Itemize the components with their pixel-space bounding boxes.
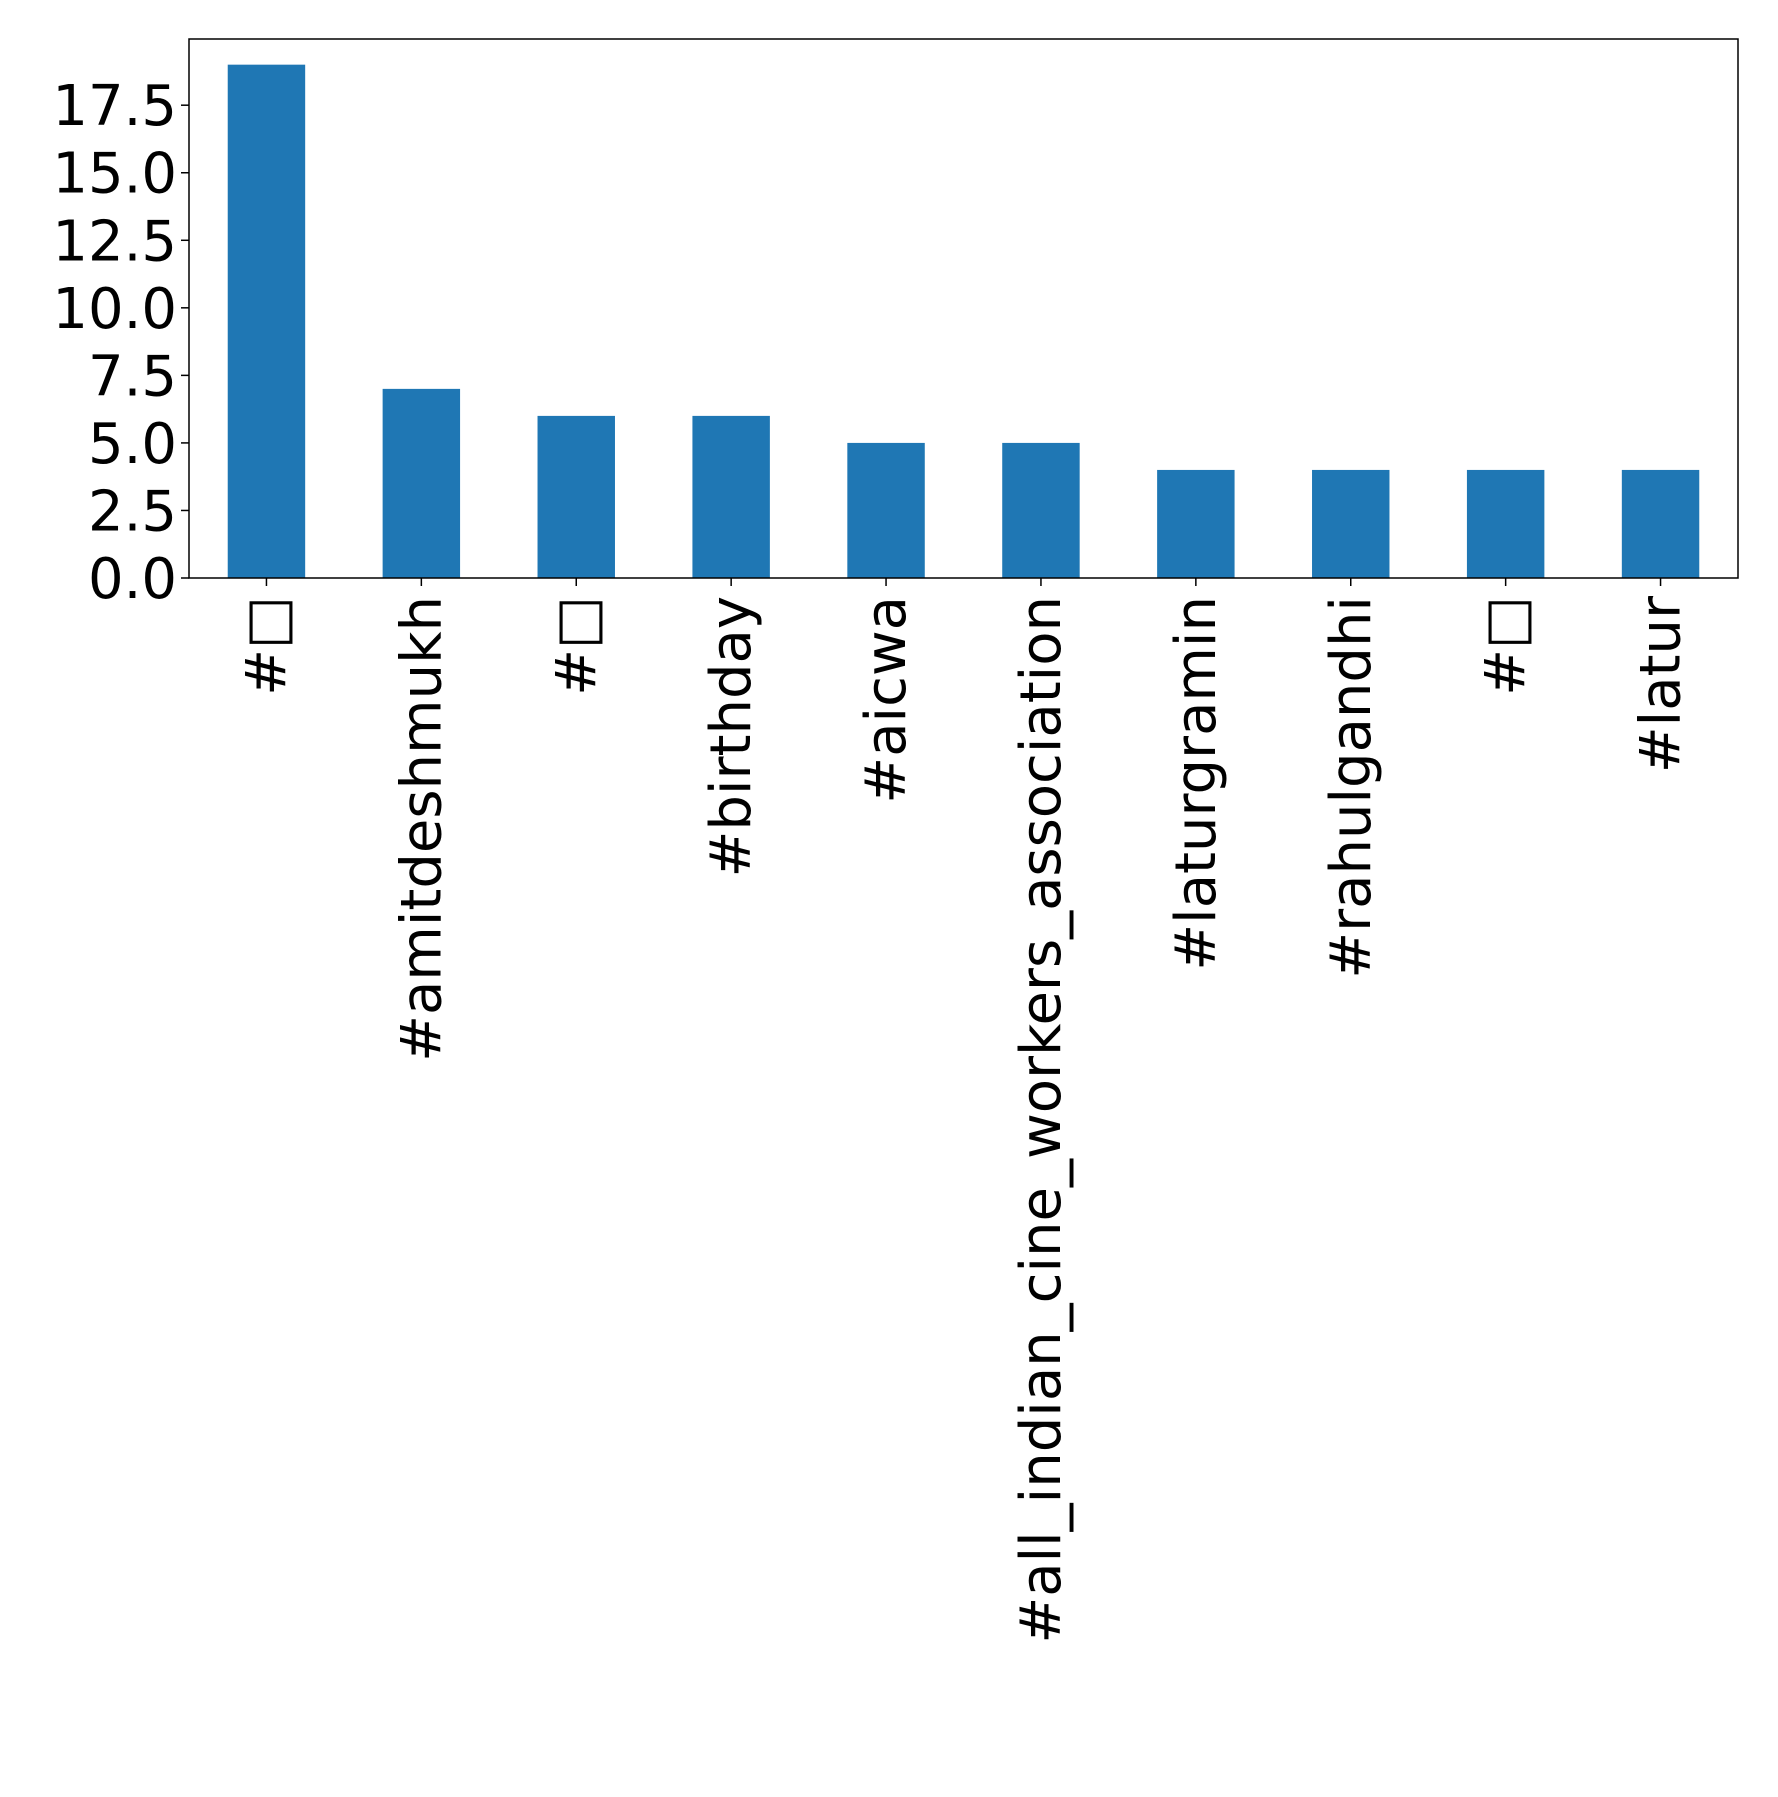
x-tick-label: #aicwa [854, 596, 919, 804]
x-tick-label: #□ [234, 596, 299, 696]
bar [1312, 469, 1390, 578]
x-tick-label: #□ [544, 596, 609, 696]
y-tick-label: 2.5 [88, 479, 177, 544]
bar [1002, 442, 1080, 578]
x-axis: #□ #amitdeshmukh #□ #birthday #aicwa #all_ind… [234, 578, 1694, 1644]
y-tick-label: 0.0 [88, 547, 177, 612]
bar [692, 415, 770, 578]
x-tick-label: #rahulgandhi [1319, 596, 1384, 979]
bar [382, 388, 461, 578]
x-tick-label: #laturgramin [1164, 596, 1229, 971]
bar [537, 415, 615, 578]
x-tick-label: #latur [1629, 595, 1694, 773]
bars-group [227, 64, 1700, 578]
x-tick-label: #amitdeshmukh [389, 596, 454, 1062]
x-tick-label: #all_indian_cine_workers_association [1009, 596, 1074, 1644]
x-tick-label: #□ [1474, 596, 1539, 696]
bar [1157, 469, 1235, 578]
y-tick-label: 12.5 [52, 209, 177, 274]
plot-frame [188, 38, 1739, 579]
y-tick-label: 5.0 [88, 412, 177, 477]
bar [847, 442, 925, 578]
bar [227, 64, 306, 578]
y-tick-label: 17.5 [52, 74, 177, 139]
bar [1466, 469, 1545, 578]
x-tick-label: #birthday [699, 596, 764, 878]
y-tick-label: 7.5 [88, 344, 177, 409]
bar [1621, 469, 1700, 578]
y-tick-label: 10.0 [52, 277, 177, 342]
y-axis: 0.02.55.07.510.012.515.017.5 [52, 74, 189, 612]
y-tick-label: 15.0 [52, 142, 177, 207]
